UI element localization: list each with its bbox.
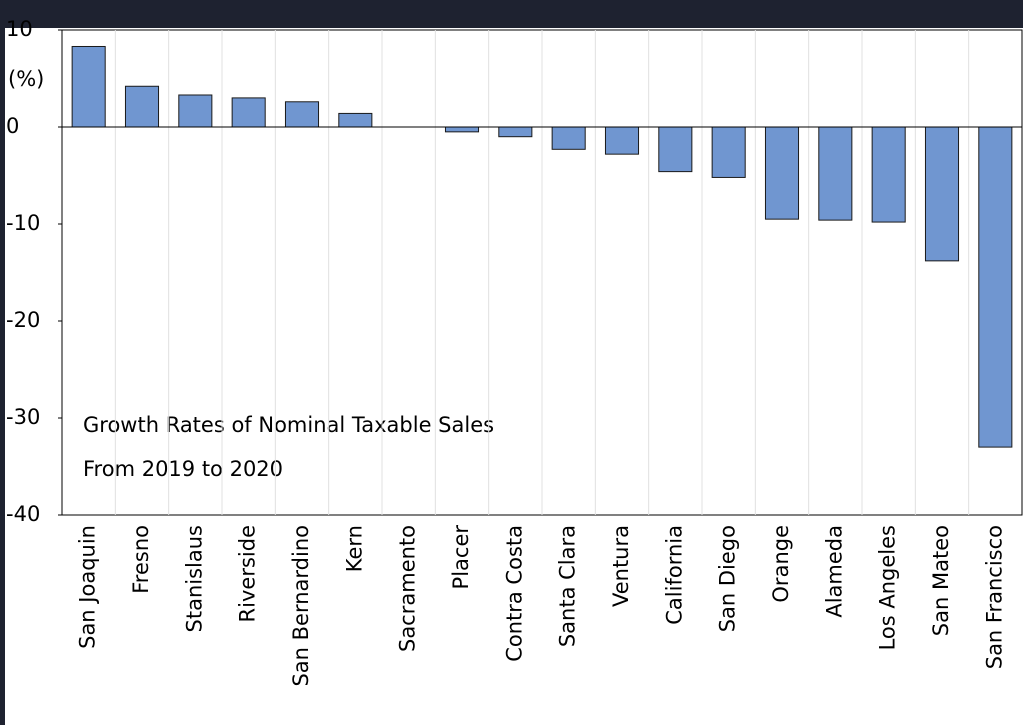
x-tick-label: Los Angeles: [876, 525, 900, 650]
y-axis-label: (%): [8, 67, 44, 91]
x-tick-label: San Mateo: [929, 525, 953, 636]
bar: [444, 126, 480, 133]
bar: [658, 126, 693, 173]
x-tick-label: California: [662, 525, 686, 625]
x-tick-label: Placer: [449, 525, 473, 590]
bar: [178, 94, 213, 128]
bar: [498, 126, 533, 138]
bar: [338, 112, 373, 128]
bar: [604, 126, 640, 155]
x-tick-label: Ventura: [609, 525, 633, 607]
bar: [978, 126, 1013, 448]
x-tick-label: Riverside: [236, 525, 260, 622]
x-tick-label: San Diego: [716, 525, 740, 632]
x-tick-label: Santa Clara: [556, 525, 580, 647]
x-tick-label: Contra Costa: [502, 525, 526, 662]
x-tick-label: Alameda: [822, 525, 846, 618]
bar: [871, 126, 906, 223]
chart-subtitle: From 2019 to 2020: [83, 457, 283, 481]
x-tick-label: Stanislaus: [182, 525, 206, 632]
y-tick-label: -30: [6, 405, 40, 429]
bar: [231, 97, 266, 128]
chart-title: Growth Rates of Nominal Taxable Sales: [83, 413, 494, 437]
y-tick-label: 10: [6, 17, 33, 41]
y-tick-label: 0: [6, 114, 19, 138]
x-tick-label: San Francisco: [982, 525, 1006, 669]
bar: [551, 126, 586, 150]
x-tick-label: San Bernardino: [289, 525, 313, 687]
x-tick-label: Kern: [342, 525, 366, 572]
bar: [818, 126, 853, 221]
bar: [924, 126, 960, 262]
x-tick-label: Fresno: [129, 525, 153, 594]
bar: [764, 126, 800, 220]
bar: [711, 126, 746, 178]
bar: [284, 101, 320, 128]
y-tick-label: -10: [6, 211, 40, 235]
bar: [71, 45, 106, 128]
x-tick-label: San Joaquin: [76, 525, 100, 649]
panel: [5, 28, 1023, 725]
x-tick-label: Orange: [769, 525, 793, 603]
y-tick-label: -40: [6, 502, 40, 526]
x-tick-label: Sacramento: [396, 525, 420, 652]
bar: [124, 85, 160, 128]
y-tick-label: -20: [6, 308, 40, 332]
